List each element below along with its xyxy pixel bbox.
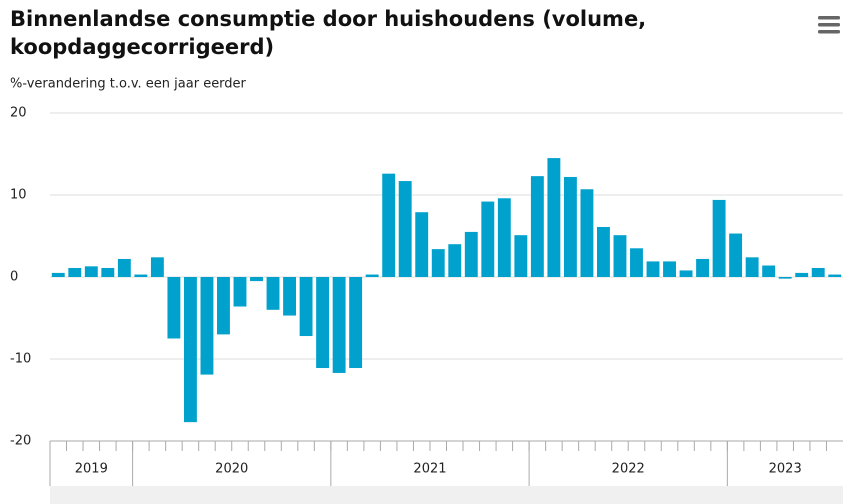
bar bbox=[349, 277, 363, 369]
bar bbox=[233, 277, 247, 307]
bar bbox=[167, 277, 181, 339]
bar bbox=[200, 277, 214, 375]
bar bbox=[332, 277, 346, 373]
y-tick-label: 20 bbox=[10, 106, 27, 121]
bar bbox=[448, 244, 462, 277]
bar bbox=[679, 270, 693, 277]
y-tick-label: 0 bbox=[10, 270, 18, 285]
bar bbox=[696, 258, 710, 277]
bar bbox=[283, 277, 296, 316]
bar bbox=[811, 267, 825, 277]
bar bbox=[365, 274, 379, 277]
bar bbox=[745, 257, 759, 277]
bar bbox=[530, 176, 544, 277]
menu-bar bbox=[818, 30, 840, 34]
bar bbox=[415, 212, 429, 277]
year-label: 2020 bbox=[215, 462, 248, 477]
bar bbox=[597, 226, 610, 277]
bar bbox=[84, 266, 98, 277]
bar bbox=[250, 277, 263, 282]
bar bbox=[398, 181, 412, 277]
bar bbox=[117, 258, 131, 277]
bar bbox=[613, 235, 627, 277]
bar bbox=[729, 233, 743, 277]
bar bbox=[778, 277, 792, 279]
y-tick-label: 10 bbox=[10, 188, 27, 203]
bar bbox=[762, 265, 776, 277]
bar bbox=[497, 198, 511, 277]
menu-bar bbox=[818, 23, 840, 27]
menu-bar bbox=[818, 16, 840, 20]
bar bbox=[712, 199, 726, 277]
bar bbox=[68, 267, 82, 277]
bar bbox=[514, 235, 528, 277]
bar bbox=[828, 274, 842, 277]
bar bbox=[217, 277, 230, 335]
bar bbox=[51, 272, 65, 277]
bar bbox=[101, 267, 115, 277]
bar bbox=[266, 277, 280, 310]
bar bbox=[563, 176, 577, 277]
bar bbox=[431, 249, 445, 277]
bar bbox=[134, 274, 148, 277]
bar bbox=[299, 277, 313, 337]
bar bbox=[481, 201, 495, 277]
bar bbox=[580, 189, 594, 277]
chart-subtitle: %-verandering t.o.v. een jaar eerder bbox=[10, 77, 247, 92]
bar bbox=[150, 257, 164, 277]
chart-title: koopdaggecorrigeerd) bbox=[10, 35, 274, 59]
bar bbox=[316, 277, 330, 369]
year-label: 2022 bbox=[612, 462, 645, 477]
bar bbox=[646, 261, 660, 277]
bar bbox=[663, 261, 676, 277]
year-label: 2021 bbox=[413, 462, 446, 477]
y-tick-label: -20 bbox=[10, 434, 31, 449]
bar bbox=[183, 277, 197, 423]
bar bbox=[382, 173, 396, 277]
bar bbox=[630, 248, 643, 277]
year-label: 2023 bbox=[769, 462, 802, 477]
bar bbox=[547, 158, 561, 277]
bar bbox=[795, 272, 809, 277]
year-label: 2019 bbox=[75, 462, 108, 477]
chart-title: Binnenlandse consumptie door huishoudens… bbox=[10, 7, 646, 31]
bar bbox=[464, 231, 478, 277]
y-tick-label: -10 bbox=[10, 352, 31, 367]
menu-button[interactable] bbox=[814, 12, 844, 38]
